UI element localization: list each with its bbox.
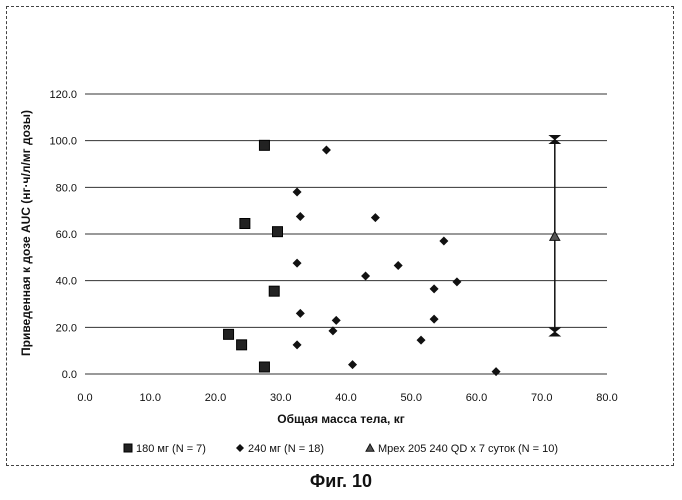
range-bar-cap [550,328,560,336]
figure-caption: Фиг. 10 [0,471,682,492]
y-tick-label: 80.0 [56,182,77,194]
y-tick-label: 100.0 [49,136,77,148]
x-axis-title: Общая масса тела, кг [277,412,404,426]
legend-marker [236,444,244,452]
data-point [296,309,305,318]
x-tick-label: 80.0 [596,392,617,404]
y-tick-label: 40.0 [56,276,77,288]
data-point [452,277,461,286]
y-tick-label: 120.0 [49,89,77,101]
range-bar-mean-point [550,231,560,240]
grid-lines [85,94,607,327]
scatter-chart: 0.0 20.0 40.0 60.0 80.0 100.0 120.0 0.0 10.0 20.0… [0,0,682,470]
y-axis-title: Приведенная к дозе AUC (нг·ч/л/мг дозы) [19,110,33,356]
x-tick-label: 40.0 [335,392,356,404]
data-point [322,146,331,155]
data-point [240,219,250,229]
data-point [259,140,269,150]
data-point [430,284,439,293]
data-point [430,315,439,324]
data-point [293,340,302,349]
data-point [439,237,448,246]
data-point [259,362,269,372]
x-tick-label: 0.0 [77,392,92,404]
legend-marker [366,444,374,451]
tick-labels: 0.0 20.0 40.0 60.0 80.0 100.0 120.0 0.0 10.0 20.0… [49,89,617,404]
data-point [332,316,341,325]
data-point [394,261,403,270]
x-tick-label: 50.0 [401,392,422,404]
data-point [492,367,501,376]
legend-marker [124,444,132,452]
data-point [417,336,426,345]
data-point [296,212,305,221]
x-tick-label: 70.0 [531,392,552,404]
data-point [371,213,380,222]
data-points [224,136,560,377]
legend: 180 мг (N = 7) 240 мг (N = 18) Mpex 205 24… [124,443,558,455]
x-tick-label: 60.0 [466,392,487,404]
legend-label: Mpex 205 240 QD x 7 суток (N = 10) [378,443,558,455]
legend-label: 240 мг (N = 18) [248,443,324,455]
y-tick-label: 20.0 [56,322,77,334]
y-tick-label: 0.0 [62,369,77,381]
data-point [224,329,234,339]
legend-label: 180 мг (N = 7) [136,443,206,455]
data-point [293,259,302,268]
range-bar-cap [550,136,560,144]
data-point [348,360,357,369]
x-tick-label: 20.0 [205,392,226,404]
data-point [237,340,247,350]
x-tick-label: 30.0 [270,392,291,404]
data-point [293,188,302,197]
data-point [361,272,370,281]
y-tick-label: 60.0 [56,229,77,241]
data-point [269,286,279,296]
x-tick-label: 10.0 [140,392,161,404]
data-point [272,227,282,237]
